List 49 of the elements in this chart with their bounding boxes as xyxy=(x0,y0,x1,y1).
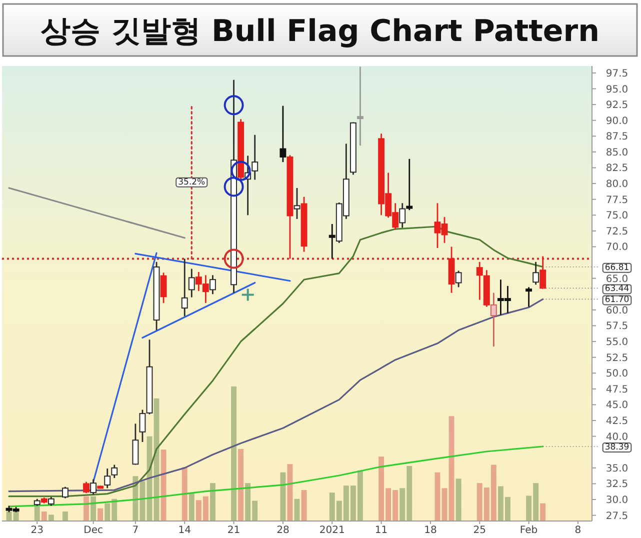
xtick: 21 xyxy=(227,525,240,536)
ytick: 27.5 xyxy=(606,510,628,522)
ytick: 57.5 xyxy=(606,321,628,332)
ytick: 72.5 xyxy=(606,226,628,238)
annotation: 35.2% xyxy=(178,177,206,188)
ytick: 50.0 xyxy=(606,368,628,380)
ytick: 55.0 xyxy=(606,337,628,348)
ytick: 92.5 xyxy=(606,100,628,112)
ytick: 40.0 xyxy=(606,432,628,443)
ytick: 65.0 xyxy=(606,274,628,285)
ytick: 70.0 xyxy=(606,242,628,254)
annotation: 38.39 xyxy=(602,442,632,452)
ytick: 87.5 xyxy=(606,132,628,143)
xtick: 23 xyxy=(30,525,44,536)
ytick: 95.0 xyxy=(606,84,628,96)
ytick: 75.0 xyxy=(606,210,628,222)
ytick: 47.5 xyxy=(606,384,628,396)
ytick: 60.0 xyxy=(606,305,628,316)
annotation: 66.81 xyxy=(604,262,630,273)
ytick: 32.5 xyxy=(606,479,628,490)
ytick: 90.0 xyxy=(606,116,628,127)
annotation: 66.81 xyxy=(602,262,632,273)
xtick: 28 xyxy=(276,525,290,536)
ytick: 82.5 xyxy=(606,163,628,174)
ytick: 52.5 xyxy=(606,352,628,364)
xtick: 8 xyxy=(574,525,582,536)
xtick: 25 xyxy=(473,525,486,536)
annotation: 38.39 xyxy=(604,442,630,452)
ytick: 85.0 xyxy=(606,147,628,158)
ytick: 45.0 xyxy=(606,400,628,412)
title: 상승 깃발형 Bull Flag Chart Pattern xyxy=(40,14,600,49)
ytick: 35.0 xyxy=(606,463,628,474)
annotation: 61.70 xyxy=(602,295,632,306)
ytick: 97.5 xyxy=(606,68,628,80)
annotation: 61.70 xyxy=(604,295,630,306)
annotation: 63.44 xyxy=(602,284,632,294)
ytick: 77.5 xyxy=(606,194,628,206)
xtick: 7 xyxy=(132,525,139,536)
xtick: Dec xyxy=(84,525,103,536)
ytick: 42.5 xyxy=(606,416,628,428)
annotation: 63.44 xyxy=(604,284,630,294)
xtick: 14 xyxy=(178,525,191,536)
ytick: 30.0 xyxy=(606,495,628,506)
xtick: 2021 xyxy=(319,525,345,536)
xtick: Feb xyxy=(520,525,538,536)
xtick: 11 xyxy=(374,525,388,536)
xtick: 18 xyxy=(424,525,437,536)
annotation: 35.2% xyxy=(176,177,208,188)
ytick: 80.0 xyxy=(606,179,628,190)
